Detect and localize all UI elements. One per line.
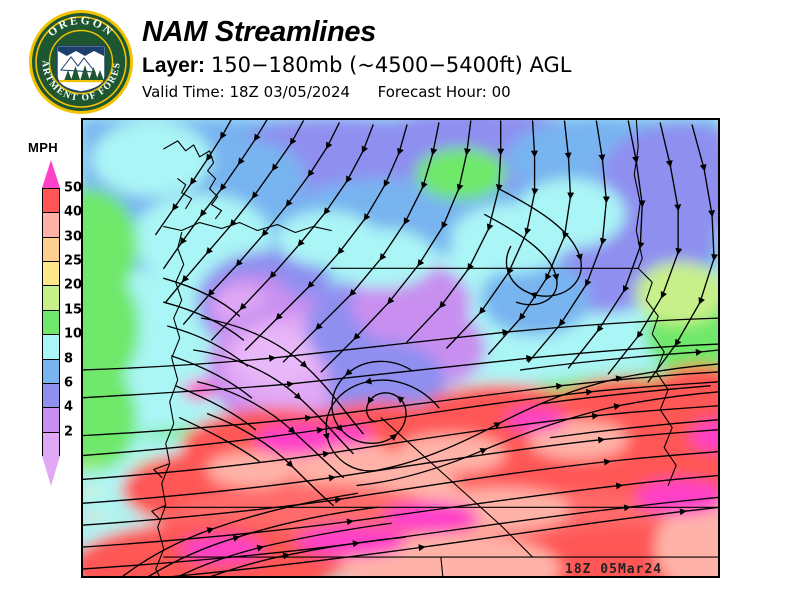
colorbar-tick-40: 40 (64, 204, 83, 220)
colorbar-tick-8: 8 (64, 351, 74, 367)
oregon-dept-forestry-logo: OREGON DEPARTMENT OF FORESTRY (23, 0, 135, 116)
colorbar-tick-2: 2 (64, 424, 74, 440)
colorbar-area: 50 40 30 25 20 15 10 8 6 4 2 (12, 160, 82, 498)
colorbar-tick-50: 50 (64, 180, 83, 196)
colorbar-tick-25: 25 (64, 253, 83, 269)
valid-time-line: Valid Time: 18Z 03/05/2024 Forecast Hour… (142, 83, 571, 101)
colorbar-band (43, 432, 59, 457)
colorbar-tick-labels: 50 40 30 25 20 15 10 8 6 4 2 (62, 181, 92, 456)
map-plot-area[interactable]: 18Z 05Mar24 (81, 118, 720, 578)
colorbar-tick-15: 15 (64, 302, 83, 318)
valid-time-value: 18Z 03/05/2024 (229, 83, 351, 102)
colorbar-band (43, 262, 59, 287)
layer-line: Layer: 150−180mb (~4500−5400ft) AGL (142, 54, 571, 77)
layer-value: 150−180mb (~4500−5400ft) AGL (210, 53, 572, 77)
colorbar-tick-6: 6 (64, 375, 74, 391)
colorbar-over-arrow (42, 160, 60, 188)
colorbar-under-arrow (42, 456, 60, 486)
layer-label: Layer: (142, 54, 206, 77)
colorbar-band (43, 383, 59, 409)
colorbar-tick-10: 10 (64, 326, 83, 342)
title-block: NAM Streamlines Layer: 150−180mb (~4500−… (142, 16, 571, 102)
colorbar-band (43, 213, 59, 238)
wind-speed-streamline-map (82, 119, 719, 577)
colorbar-band (43, 189, 59, 214)
colorbar-band (43, 286, 59, 311)
colorbar-bands (42, 188, 60, 457)
colorbar-units-label: MPH (28, 140, 59, 155)
page-title: NAM Streamlines (142, 16, 377, 48)
map-timestamp-stamp: 18Z 05Mar24 (565, 562, 663, 577)
colorbar-tick-30: 30 (64, 229, 83, 245)
colorbar-legend: MPH 50 40 30 25 20 15 10 8 6 4 2 (12, 140, 82, 500)
colorbar-tick-20: 20 (64, 277, 83, 293)
valid-time-label: Valid Time: (142, 83, 225, 102)
colorbar-band (43, 310, 59, 336)
streamline-group (82, 119, 719, 577)
forecast-hour-label: Forecast Hour: (377, 83, 487, 102)
colorbar-band (43, 359, 59, 384)
colorbar-band (43, 237, 59, 263)
colorbar-band (43, 335, 59, 360)
forecast-hour-value: 00 (491, 83, 511, 102)
colorbar-band (43, 408, 59, 433)
colorbar-tick-4: 4 (64, 399, 74, 415)
page-header: OREGON DEPARTMENT OF FORESTRY NAM Stream… (0, 0, 800, 118)
